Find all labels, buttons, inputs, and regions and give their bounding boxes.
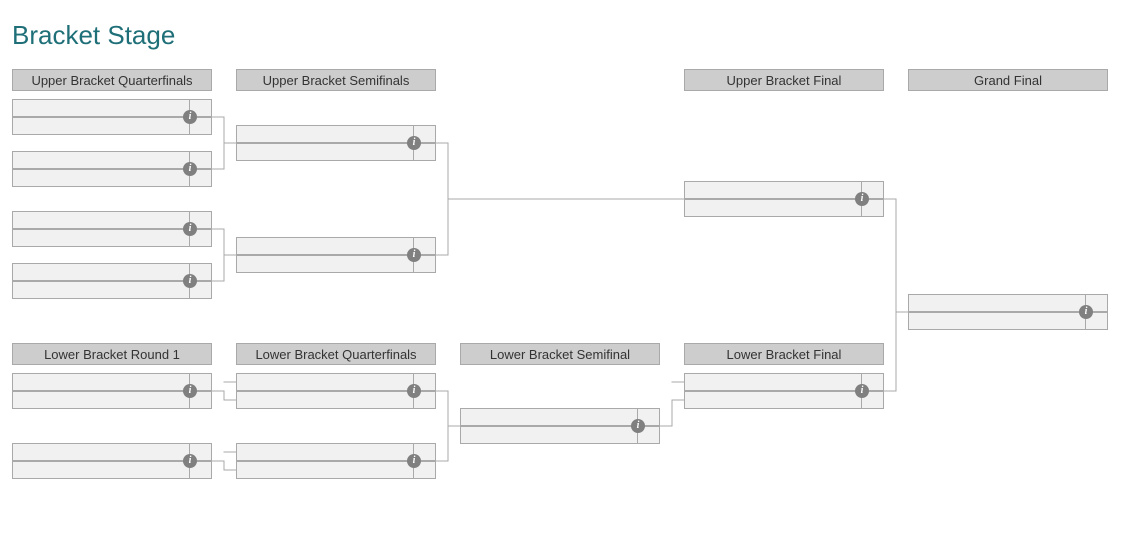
match-usf2[interactable]: i xyxy=(236,237,436,273)
team-cell xyxy=(12,263,190,281)
info-icon[interactable]: i xyxy=(407,454,421,468)
team-cell xyxy=(236,237,414,255)
info-icon[interactable]: i xyxy=(183,222,197,236)
match-uqf4[interactable]: i xyxy=(12,263,212,299)
info-icon[interactable]: i xyxy=(183,162,197,176)
match-slot xyxy=(12,391,212,409)
info-icon[interactable]: i xyxy=(407,248,421,262)
match-slot xyxy=(236,461,436,479)
match-slot xyxy=(684,391,884,409)
team-cell xyxy=(12,391,190,409)
page-title: Bracket Stage xyxy=(12,20,1118,51)
info-icon[interactable]: i xyxy=(183,454,197,468)
match-slot xyxy=(12,373,212,391)
match-slot xyxy=(12,151,212,169)
round-header-h_gf: Grand Final xyxy=(908,69,1108,91)
info-icon[interactable]: i xyxy=(183,384,197,398)
round-header-h_usf: Upper Bracket Semifinals xyxy=(236,69,436,91)
match-uqf2[interactable]: i xyxy=(12,151,212,187)
match-lqf2[interactable]: i xyxy=(236,443,436,479)
team-cell xyxy=(236,391,414,409)
match-lqf1[interactable]: i xyxy=(236,373,436,409)
info-icon[interactable]: i xyxy=(855,192,869,206)
match-slot xyxy=(684,181,884,199)
match-uqf3[interactable]: i xyxy=(12,211,212,247)
team-cell xyxy=(684,391,862,409)
info-icon[interactable]: i xyxy=(855,384,869,398)
round-header-h_lr1: Lower Bracket Round 1 xyxy=(12,343,212,365)
match-slot xyxy=(460,426,660,444)
match-uqf1[interactable]: i xyxy=(12,99,212,135)
match-slot xyxy=(12,461,212,479)
match-slot xyxy=(908,312,1108,330)
team-cell xyxy=(236,255,414,273)
team-cell xyxy=(460,426,638,444)
team-cell xyxy=(12,229,190,247)
team-cell xyxy=(236,461,414,479)
team-cell xyxy=(236,143,414,161)
match-slot xyxy=(236,237,436,255)
match-gf[interactable]: i xyxy=(908,294,1108,330)
info-icon[interactable]: i xyxy=(631,419,645,433)
round-header-h_lbf: Lower Bracket Final xyxy=(684,343,884,365)
team-cell xyxy=(908,312,1086,330)
info-icon[interactable]: i xyxy=(407,136,421,150)
match-slot xyxy=(684,373,884,391)
match-ubf[interactable]: i xyxy=(684,181,884,217)
team-cell xyxy=(684,181,862,199)
team-cell xyxy=(12,461,190,479)
match-slot xyxy=(236,373,436,391)
match-slot xyxy=(908,294,1108,312)
team-cell xyxy=(12,151,190,169)
match-usf1[interactable]: i xyxy=(236,125,436,161)
match-slot xyxy=(12,443,212,461)
round-header-h_lsf: Lower Bracket Semifinal xyxy=(460,343,660,365)
match-slot xyxy=(12,229,212,247)
team-cell xyxy=(12,117,190,135)
team-cell xyxy=(236,373,414,391)
match-lr1b[interactable]: i xyxy=(12,443,212,479)
match-slot xyxy=(236,125,436,143)
round-header-h_uqf: Upper Bracket Quarterfinals xyxy=(12,69,212,91)
info-icon[interactable]: i xyxy=(407,384,421,398)
info-icon[interactable]: i xyxy=(1079,305,1093,319)
match-slot xyxy=(12,99,212,117)
team-cell xyxy=(12,169,190,187)
info-icon[interactable]: i xyxy=(183,110,197,124)
match-lbf[interactable]: i xyxy=(684,373,884,409)
team-cell xyxy=(12,373,190,391)
match-slot xyxy=(12,169,212,187)
match-lr1a[interactable]: i xyxy=(12,373,212,409)
team-cell xyxy=(460,408,638,426)
match-slot xyxy=(12,211,212,229)
team-cell xyxy=(12,281,190,299)
round-header-h_lqf: Lower Bracket Quarterfinals xyxy=(236,343,436,365)
team-cell xyxy=(12,99,190,117)
bracket-canvas: Upper Bracket Quarterfinals Upper Bracket… xyxy=(12,69,1122,539)
team-cell xyxy=(684,373,862,391)
round-header-h_ubf: Upper Bracket Final xyxy=(684,69,884,91)
team-cell xyxy=(12,211,190,229)
team-cell xyxy=(908,294,1086,312)
team-cell xyxy=(12,443,190,461)
match-slot xyxy=(236,443,436,461)
info-icon[interactable]: i xyxy=(183,274,197,288)
team-cell xyxy=(236,443,414,461)
match-slot xyxy=(236,391,436,409)
match-slot xyxy=(12,281,212,299)
match-lsf[interactable]: i xyxy=(460,408,660,444)
match-slot xyxy=(236,143,436,161)
match-slot xyxy=(12,263,212,281)
match-slot xyxy=(236,255,436,273)
match-slot xyxy=(684,199,884,217)
match-slot xyxy=(460,408,660,426)
team-cell xyxy=(684,199,862,217)
match-slot xyxy=(12,117,212,135)
team-cell xyxy=(236,125,414,143)
